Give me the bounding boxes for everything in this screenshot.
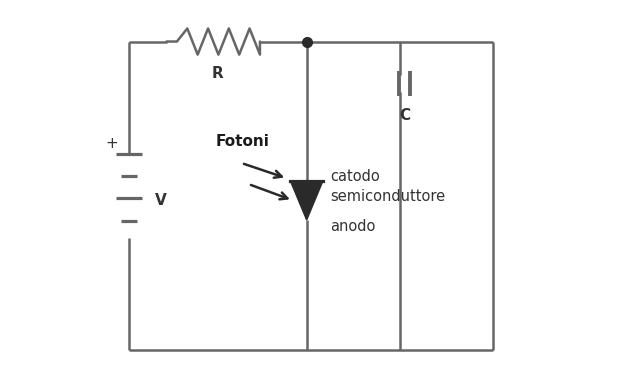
- Text: V: V: [155, 193, 167, 208]
- Text: semiconduttore: semiconduttore: [330, 189, 445, 204]
- Text: C: C: [399, 108, 411, 123]
- Text: catodo: catodo: [330, 170, 380, 185]
- Text: anodo: anodo: [330, 220, 375, 235]
- Text: +: +: [105, 136, 118, 151]
- Text: Fotoni: Fotoni: [216, 134, 269, 149]
- Text: R: R: [212, 66, 224, 81]
- Polygon shape: [290, 181, 323, 220]
